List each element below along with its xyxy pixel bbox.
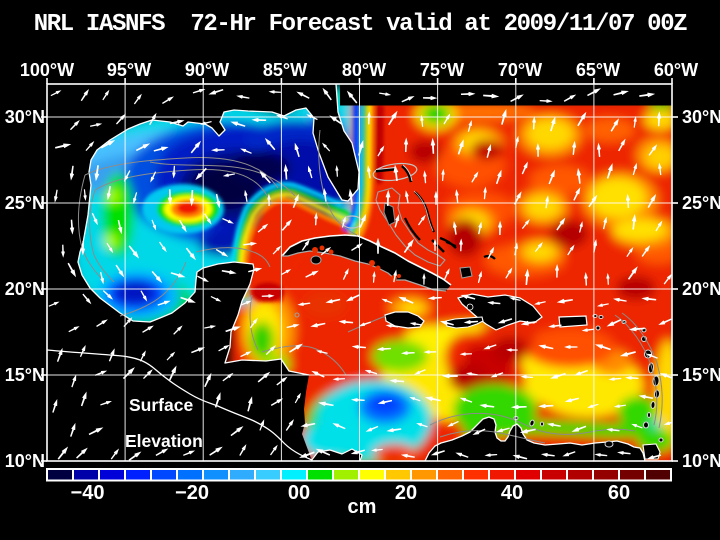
svg-text:40: 40 bbox=[501, 482, 523, 504]
svg-text:10°N: 10°N bbox=[5, 451, 45, 471]
svg-text:65°W: 65°W bbox=[576, 60, 620, 80]
svg-text:30°N: 30°N bbox=[5, 107, 45, 127]
svg-text:15°N: 15°N bbox=[5, 365, 45, 385]
svg-text:cm: cm bbox=[348, 496, 377, 518]
svg-text:80°W: 80°W bbox=[342, 60, 386, 80]
svg-text:20°N: 20°N bbox=[5, 279, 45, 299]
svg-text:90°W: 90°W bbox=[185, 60, 229, 80]
svg-text:Elevation: Elevation bbox=[125, 431, 203, 451]
svg-text:75°W: 75°W bbox=[420, 60, 464, 80]
svg-text:−40: −40 bbox=[71, 482, 105, 504]
svg-text:85°W: 85°W bbox=[263, 60, 307, 80]
svg-text:60°W: 60°W bbox=[654, 60, 698, 80]
svg-text:30°N: 30°N bbox=[682, 107, 720, 127]
svg-text:20°N: 20°N bbox=[682, 279, 720, 299]
svg-text:100°W: 100°W bbox=[20, 60, 74, 80]
svg-text:70°W: 70°W bbox=[498, 60, 542, 80]
svg-text:00: 00 bbox=[288, 482, 310, 504]
svg-text:NRL IASNFS 72-Hr Forecast val: NRL IASNFS 72-Hr Forecast valid at 2009/… bbox=[34, 11, 688, 38]
svg-text:25°N: 25°N bbox=[682, 193, 720, 213]
svg-text:25°N: 25°N bbox=[5, 193, 45, 213]
svg-text:15°N: 15°N bbox=[682, 365, 720, 385]
svg-text:60: 60 bbox=[608, 482, 630, 504]
svg-text:−20: −20 bbox=[175, 482, 209, 504]
svg-text:95°W: 95°W bbox=[107, 60, 151, 80]
svg-text:20: 20 bbox=[395, 482, 417, 504]
svg-text:10°N: 10°N bbox=[682, 451, 720, 471]
svg-text:Surface: Surface bbox=[129, 395, 193, 415]
